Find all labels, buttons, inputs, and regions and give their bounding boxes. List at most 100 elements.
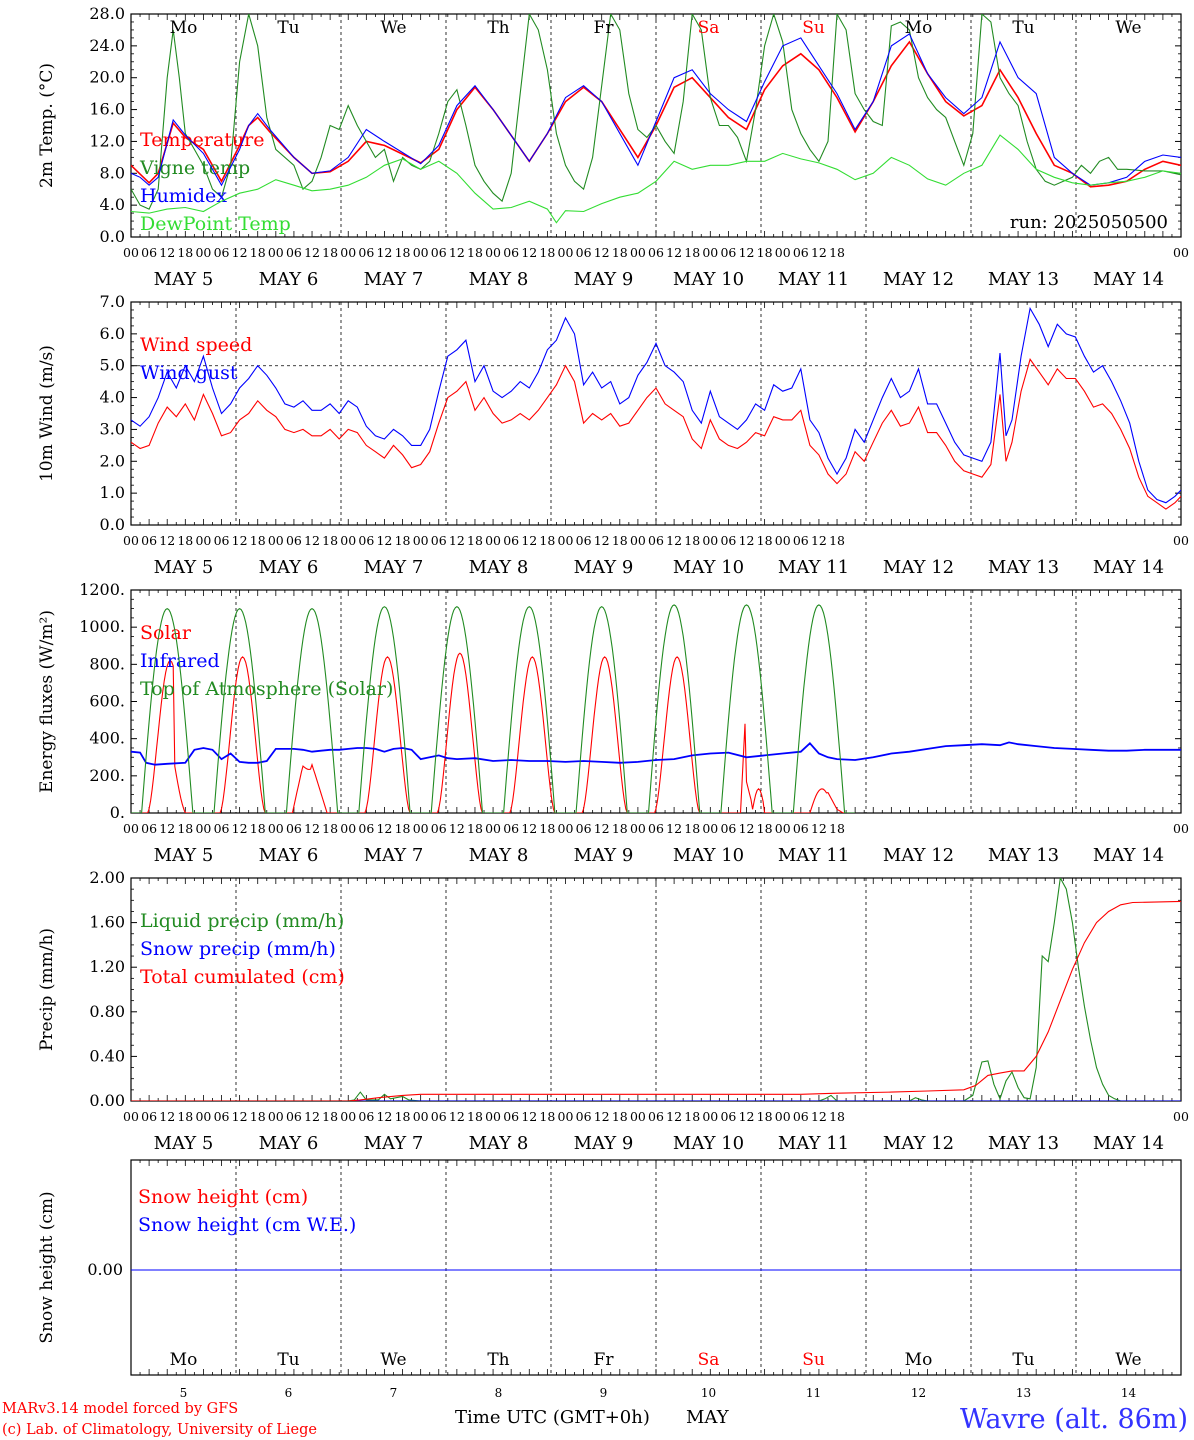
hour-tick-label: 06 <box>214 821 230 836</box>
date-label: MAY 6 <box>259 269 319 290</box>
day-name-bottom: Mo <box>905 1350 933 1370</box>
hour-tick-label: 00 <box>123 533 139 548</box>
day-name-bottom: Su <box>802 1350 825 1370</box>
hour-tick-label: 06 <box>648 533 664 548</box>
hour-tick-label: 00 <box>630 245 646 260</box>
date-label: MAY 11 <box>778 269 849 290</box>
hour-tick-label: 12 <box>159 821 175 836</box>
hour-tick-label: 12 <box>376 245 392 260</box>
hour-tick-label: 18 <box>757 533 773 548</box>
hour-tick-label: 12 <box>449 1109 465 1124</box>
hour-tick-label: 00 <box>195 245 211 260</box>
y-tick-label: 0.00 <box>87 1260 123 1279</box>
hour-tick-label: 00 <box>413 821 429 836</box>
hour-tick-label: 00 <box>630 533 646 548</box>
date-label: MAY 11 <box>778 1133 849 1154</box>
hour-tick-label: 18 <box>684 1109 700 1124</box>
hour-tick-label: 18 <box>612 821 628 836</box>
hour-tick-label: 06 <box>141 533 157 548</box>
hour-tick-label: 06 <box>503 821 519 836</box>
hour-tick-label: 18 <box>612 245 628 260</box>
date-label: MAY 14 <box>1093 557 1164 578</box>
panel-5: 0.00 Snow height (cm) Snow height (cm) Snow… <box>37 1159 1182 1400</box>
date-label: MAY 5 <box>154 845 214 866</box>
series-liquid-precip-mm-h- <box>131 878 1181 1101</box>
date-label: MAY 12 <box>883 557 954 578</box>
hour-tick-label: 00 <box>558 821 574 836</box>
hour-tick-label: 12 <box>594 245 610 260</box>
day-name-top: Tu <box>1012 18 1034 38</box>
date-label: MAY 6 <box>259 1133 319 1154</box>
y-tick-label: 0.40 <box>89 1046 125 1065</box>
series-total-cumulated-cm- <box>131 900 1181 1101</box>
y-tick-label: 0.80 <box>89 1002 125 1021</box>
hour-tick-label: 18 <box>684 533 700 548</box>
y-axis-label: Precip (mm/h) <box>37 928 57 1051</box>
date-label: MAY 10 <box>673 269 744 290</box>
hour-tick-label: 06 <box>720 1109 736 1124</box>
hour-tick-label: 00 <box>268 533 284 548</box>
hour-tick-label: 00 <box>340 821 356 836</box>
hour-tick-label: 00 <box>413 533 429 548</box>
hour-tick-label: 00 <box>123 1109 139 1124</box>
y-tick-label: 2.00 <box>89 868 125 887</box>
hour-tick-label: 06 <box>358 245 374 260</box>
hour-tick-label: 00 <box>340 1109 356 1124</box>
hour-tick-label: 00 <box>558 245 574 260</box>
hour-tick-label: 00 <box>485 245 501 260</box>
hour-tick-label: 18 <box>467 821 483 836</box>
panel-3: 0. 200. 400. 600. 800. 1000. 1200. Energy fluxe… <box>37 580 1189 866</box>
day-name-bottom: Mo <box>170 1350 198 1370</box>
day-number: 12 <box>911 1386 926 1400</box>
hour-tick-label: 00 <box>1173 821 1189 836</box>
date-label: MAY 13 <box>988 269 1059 290</box>
day-number: 8 <box>495 1386 503 1400</box>
hour-tick-label: 12 <box>304 245 320 260</box>
hour-tick-label: 06 <box>793 533 809 548</box>
legend-wind-speed: Wind speed <box>140 334 252 356</box>
day-name-bottom: Sa <box>698 1350 720 1370</box>
y-tick-label: 5.0 <box>100 356 125 375</box>
hour-tick-label: 12 <box>304 821 320 836</box>
hour-tick-label: 06 <box>286 533 302 548</box>
date-label: MAY 11 <box>778 557 849 578</box>
date-label: MAY 5 <box>154 557 214 578</box>
legend-vigne-temp: Vigne temp <box>139 157 250 179</box>
date-label: MAY 14 <box>1093 269 1164 290</box>
hour-tick-label: 12 <box>376 821 392 836</box>
y-tick-label: 200. <box>89 766 125 785</box>
credit-line-2: (c) Lab. of Climatology, University of L… <box>2 1422 317 1438</box>
y-tick-label: 600. <box>89 692 125 711</box>
hour-tick-label: 12 <box>666 821 682 836</box>
date-label: MAY 11 <box>778 845 849 866</box>
hour-tick-label: 18 <box>539 245 555 260</box>
date-label: MAY 8 <box>469 269 529 290</box>
hour-tick-label: 18 <box>612 1109 628 1124</box>
hour-tick-label: 00 <box>630 821 646 836</box>
y-axis-label: 10m Wind (m/s) <box>37 345 57 482</box>
hour-tick-label: 18 <box>250 821 266 836</box>
day-name-top: Fr <box>594 18 615 38</box>
hour-tick-label: 18 <box>322 245 338 260</box>
hour-tick-label: 06 <box>214 1109 230 1124</box>
date-label: MAY 14 <box>1093 1133 1164 1154</box>
day-name-top: Mo <box>170 18 198 38</box>
hour-tick-label: 18 <box>177 533 193 548</box>
date-label: MAY 13 <box>988 845 1059 866</box>
legend-wind-gust: Wind gust <box>140 362 238 384</box>
hour-tick-label: 06 <box>576 533 592 548</box>
hour-tick-label: 06 <box>576 821 592 836</box>
footer: MARv3.14 model forced by GFS (c) Lab. of… <box>2 1401 1188 1438</box>
day-number: 9 <box>600 1386 608 1400</box>
date-label: MAY 6 <box>259 845 319 866</box>
day-number: 11 <box>806 1386 821 1400</box>
hour-tick-label: 06 <box>648 245 664 260</box>
date-label: MAY 5 <box>154 1133 214 1154</box>
hour-tick-label: 18 <box>757 1109 773 1124</box>
hour-tick-label: 06 <box>720 533 736 548</box>
y-axis-label: 2m Temp. (°C) <box>37 63 57 188</box>
date-label: MAY 10 <box>673 557 744 578</box>
hour-tick-label: 18 <box>829 245 845 260</box>
hour-tick-label: 00 <box>195 1109 211 1124</box>
hour-tick-label: 06 <box>793 1109 809 1124</box>
